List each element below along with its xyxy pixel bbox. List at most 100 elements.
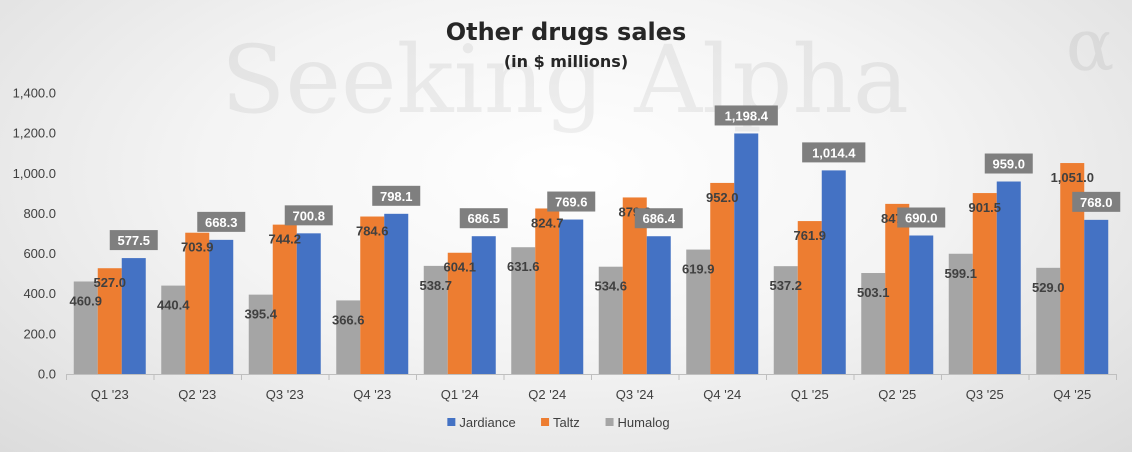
data-label: 538.7 <box>419 278 452 293</box>
bar-humalog <box>1036 267 1061 374</box>
series-taltz <box>97 163 1085 374</box>
x-tick-label: Q1 '25 <box>791 387 829 402</box>
x-tick-label: Q2 '23 <box>178 387 216 402</box>
y-tick-label: 600.0 <box>23 246 56 261</box>
bar-taltz <box>185 232 210 374</box>
bar-taltz <box>885 203 910 374</box>
bar-taltz <box>360 216 385 374</box>
bar-taltz <box>97 268 122 374</box>
data-label-box <box>372 185 421 206</box>
x-tick-label: Q2 '24 <box>528 387 566 402</box>
data-label-box <box>802 142 866 163</box>
data-label: 503.1 <box>857 285 890 300</box>
data-label: 366.6 <box>332 312 365 327</box>
y-tick-label: 1,200.0 <box>13 126 56 141</box>
legend-swatch <box>541 418 550 426</box>
bar-humalog <box>248 294 273 374</box>
data-label-box <box>714 105 778 126</box>
x-tick-label: Q3 '25 <box>966 387 1004 402</box>
y-tick-label: 400.0 <box>23 286 56 301</box>
data-labels-group: 460.9 440.4 395.4 366.6 538.7 631.6 534.6 619.9… <box>69 105 1121 327</box>
bar-humalog <box>511 247 536 374</box>
data-label: 784.6 <box>356 224 389 239</box>
data-label: 901.5 <box>968 200 1001 215</box>
legend-swatch <box>447 418 456 426</box>
data-label-box <box>197 211 246 232</box>
chart-subtitle: (in $ millions) <box>504 52 628 71</box>
data-label: 527.0 <box>93 275 126 290</box>
bar-jardiance <box>909 235 934 374</box>
watermark-symbol: α <box>1066 3 1115 87</box>
bar-humalog <box>948 253 973 374</box>
bar-taltz <box>535 208 560 374</box>
legend-swatch <box>605 418 614 426</box>
data-label-box <box>284 205 333 226</box>
data-label: 440.4 <box>157 298 190 313</box>
data-label: 577.5 <box>117 233 150 248</box>
data-label: 959.0 <box>992 157 1025 172</box>
bar-jardiance <box>471 236 496 374</box>
data-label: 631.6 <box>507 259 540 274</box>
data-label-box <box>1072 191 1121 212</box>
bar-jardiance <box>296 233 321 374</box>
legend-label: Taltz <box>553 415 580 430</box>
bar-jardiance <box>996 181 1021 374</box>
data-label: 537.2 <box>769 278 802 293</box>
bar-jardiance <box>821 170 846 374</box>
bar-taltz <box>797 221 822 374</box>
data-label: 798.1 <box>380 189 413 204</box>
x-axis: Q1 '23 Q2 '23 Q3 '23 Q4 '23 Q1 '24 Q2 '24 Q3 '… <box>66 374 1117 402</box>
legend: Jardiance Taltz Humalog <box>447 415 670 430</box>
data-label-box <box>897 207 946 228</box>
data-label: 703.9 <box>181 240 214 255</box>
data-label-box <box>547 191 596 212</box>
bar-humalog <box>161 285 186 374</box>
bar-humalog <box>423 265 448 374</box>
data-label: 534.6 <box>594 279 627 294</box>
x-tick-label: Q2 '25 <box>878 387 916 402</box>
data-label: 686.4 <box>642 211 675 226</box>
x-tick-label: Q4 '23 <box>353 387 391 402</box>
bar-jardiance <box>646 236 671 374</box>
data-label: 619.9 <box>682 262 715 277</box>
data-label: 761.9 <box>793 228 826 243</box>
data-label: 395.4 <box>244 307 277 322</box>
data-label: 824.7 <box>531 215 564 230</box>
bar-jardiance <box>734 133 759 374</box>
x-tick-label: Q4 '25 <box>1053 387 1091 402</box>
bar-humalog <box>773 266 798 374</box>
x-tick-label: Q3 '23 <box>266 387 304 402</box>
data-label: 668.3 <box>205 215 238 230</box>
legend-item-taltz: Taltz <box>541 415 580 430</box>
y-tick-label: 1,000.0 <box>13 166 56 181</box>
bar-humalog <box>336 300 361 374</box>
watermark-text: Seeking Alpha <box>221 26 909 135</box>
y-tick-label: 0.0 <box>38 367 56 382</box>
data-label: 529.0 <box>1032 280 1065 295</box>
bar-jardiance <box>384 213 409 374</box>
legend-label: Humalog <box>618 415 670 430</box>
chart-title: Other drugs sales <box>446 18 687 46</box>
bar-humalog <box>73 281 98 374</box>
data-label: 768.0 <box>1080 195 1113 210</box>
data-label-box <box>109 230 158 251</box>
bar-humalog <box>598 266 623 374</box>
y-tick-label: 1,400.0 <box>13 86 56 101</box>
data-label: 460.9 <box>69 293 102 308</box>
data-label: 690.0 <box>905 211 938 226</box>
bar-jardiance <box>559 219 584 374</box>
bar-humalog <box>861 273 886 374</box>
data-label-box <box>634 208 683 229</box>
data-label: 604.1 <box>443 260 476 275</box>
data-label-box <box>459 208 508 229</box>
legend-label: Jardiance <box>459 415 515 430</box>
y-axis: 0.0 200.0 400.0 600.0 800.0 1,000.0 1,200.0 1,4… <box>13 86 56 382</box>
bar-jardiance <box>209 239 234 374</box>
bar-taltz <box>972 193 997 374</box>
legend-item-humalog: Humalog <box>605 415 670 430</box>
data-label-box <box>984 153 1033 174</box>
bar-series-group <box>73 133 1109 374</box>
watermark: Seeking Alpha α <box>221 3 1114 135</box>
